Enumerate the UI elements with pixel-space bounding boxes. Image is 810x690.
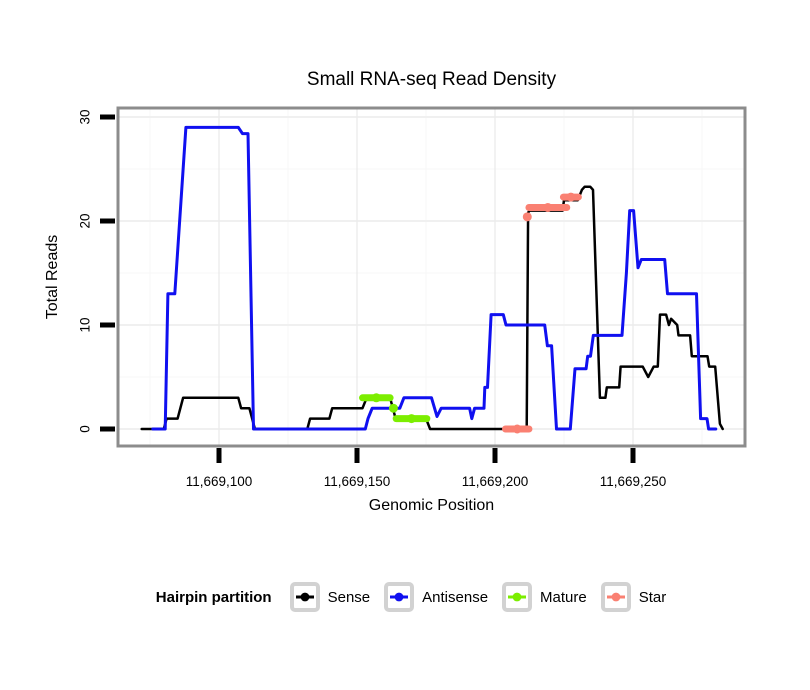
legend-key-box-star	[600, 582, 631, 612]
sense-line-icon	[295, 592, 314, 602]
antisense-line-icon	[390, 592, 409, 602]
x-axis-title: Genomic Position	[368, 497, 495, 514]
gridlines-minor	[118, 108, 745, 446]
plot-area: 11,669,100 11,669,150 11,669,200 11,669,250…	[78, 106, 747, 489]
legend: Hairpin partition Sense Antisense	[6, 582, 810, 612]
svg-text:30: 30	[78, 109, 93, 124]
legend-key-box-antisense	[384, 582, 415, 612]
svg-text:0: 0	[78, 425, 93, 433]
legend-item-antisense: Antisense	[384, 582, 488, 612]
svg-text:20: 20	[78, 213, 93, 228]
series-mature-line	[359, 393, 431, 424]
svg-text:11,669,250: 11,669,250	[600, 474, 667, 489]
legend-item-star: Star	[600, 582, 667, 612]
mature-line-icon	[508, 592, 527, 602]
legend-label-mature: Mature	[540, 588, 587, 606]
y-axis-ticks: 0 10 20 30	[78, 109, 115, 433]
series-star-line	[501, 192, 582, 434]
gridlines-major	[118, 108, 745, 446]
series-antisense-line	[151, 125, 718, 431]
legend-key-box-mature	[502, 582, 533, 612]
x-axis-ticks: 11,669,100 11,669,150 11,669,200 11,669,250	[186, 448, 667, 489]
y-axis-title: Total Reads	[44, 234, 61, 320]
legend-item-mature: Mature	[502, 582, 587, 612]
legend-item-sense: Sense	[289, 582, 371, 612]
legend-title: Hairpin partition	[155, 588, 272, 606]
panel-border	[116, 106, 747, 448]
legend-label-antisense: Antisense	[422, 588, 489, 606]
legend-label-star: Star	[638, 588, 667, 606]
svg-text:10: 10	[78, 317, 93, 332]
star-line-icon	[606, 592, 625, 602]
legend-key-box-sense	[289, 582, 320, 612]
svg-text:11,669,100: 11,669,100	[186, 474, 253, 489]
svg-text:11,669,150: 11,669,150	[324, 474, 391, 489]
chart-title: Small RNA-seq Read Density	[306, 69, 557, 90]
svg-text:11,669,200: 11,669,200	[462, 474, 529, 489]
legend-label-sense: Sense	[327, 588, 371, 606]
